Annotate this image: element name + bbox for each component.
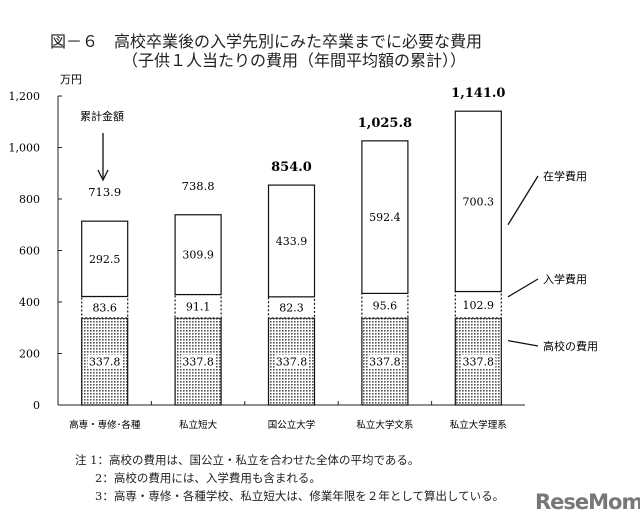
data-label: 102.9 <box>463 299 495 312</box>
data-label: 82.3 <box>279 301 304 314</box>
data-label: 337.8 <box>276 356 308 369</box>
chart-subtitle: （子供１人当たりの費用（年間平均額の累計）） <box>122 51 467 70</box>
y-tick-label: 200 <box>19 348 40 361</box>
y-tick-label: 600 <box>19 245 40 258</box>
annotation-cumulative: 累計金額 <box>80 109 124 123</box>
watermark-logo: ReseMom <box>535 490 640 514</box>
arrow-head-icon <box>97 169 109 182</box>
y-tick-label: 800 <box>19 193 40 206</box>
data-label: 337.8 <box>463 356 495 369</box>
chart-area: 万円 0 200 400 600 800 1,000 1,200 337.8 83.6 292.5… <box>9 73 599 431</box>
y-tick-label: 400 <box>19 296 40 309</box>
label-bg <box>274 354 309 369</box>
data-label: 337.8 <box>369 356 401 369</box>
label-bg <box>461 354 496 369</box>
data-label: 337.8 <box>182 356 214 369</box>
label-bg <box>181 247 216 262</box>
x-tick-label: 国公立大学 <box>268 419 316 431</box>
x-tick-label: 私立大学理系 <box>450 419 507 431</box>
total-label: 713.9 <box>88 185 121 199</box>
label-bg <box>367 210 402 225</box>
label-bg <box>367 298 402 313</box>
data-label: 292.5 <box>89 253 121 266</box>
data-label: 592.4 <box>369 211 401 224</box>
note-2: 2：高校の費用には、入学費用も含まれる。 <box>95 471 321 485</box>
x-tick-label: 私立大学文系 <box>356 419 413 431</box>
chart-title: 図－６ 高校卒業後の入学先別にみた卒業までに必要な費用 <box>50 32 483 51</box>
x-tick-label: 私立短大 <box>179 419 218 431</box>
data-label: 91.1 <box>186 300 211 313</box>
label-bg <box>461 297 496 312</box>
note-3: 3：高専・専修・各種学校、私立短大は、修業年限を２年として算出している。 <box>95 489 505 503</box>
label-bg <box>87 354 122 369</box>
annotation-admission: 入学費用 <box>543 272 587 286</box>
label-bg <box>367 354 402 369</box>
annotation-enrolled: 在学費用 <box>543 169 587 183</box>
data-label: 95.6 <box>373 300 398 313</box>
label-bg <box>87 251 122 266</box>
data-label: 337.8 <box>89 356 121 369</box>
total-label: 1,025.8 <box>358 116 412 131</box>
arrow-icon <box>507 278 539 298</box>
arrow-icon <box>507 175 539 226</box>
y-tick-label: 0 <box>33 399 40 412</box>
total-label: 1,141.0 <box>451 86 505 101</box>
label-bg <box>181 354 216 369</box>
total-label: 854.0 <box>271 160 312 175</box>
label-bg <box>87 300 122 315</box>
y-axis-unit: 万円 <box>60 73 82 86</box>
label-bg <box>274 233 309 248</box>
x-tick-label: 高専・専修･各種 <box>69 419 141 431</box>
label-bg <box>181 299 216 314</box>
note-1: 注 1：高校の費用は、国公立・私立を合わせた全体の平均である。 <box>75 453 420 467</box>
arrow-icon <box>507 339 539 347</box>
y-tick-label: 1,200 <box>9 90 41 103</box>
label-bg <box>274 300 309 315</box>
data-label: 433.9 <box>276 235 308 248</box>
y-tick-label: 1,000 <box>9 142 41 155</box>
data-label: 309.9 <box>182 249 214 262</box>
data-label: 83.6 <box>92 301 117 314</box>
annotation-highschool: 高校の費用 <box>543 339 598 353</box>
total-label: 738.8 <box>182 179 215 193</box>
label-bg <box>461 194 496 209</box>
data-label: 700.3 <box>463 195 495 208</box>
